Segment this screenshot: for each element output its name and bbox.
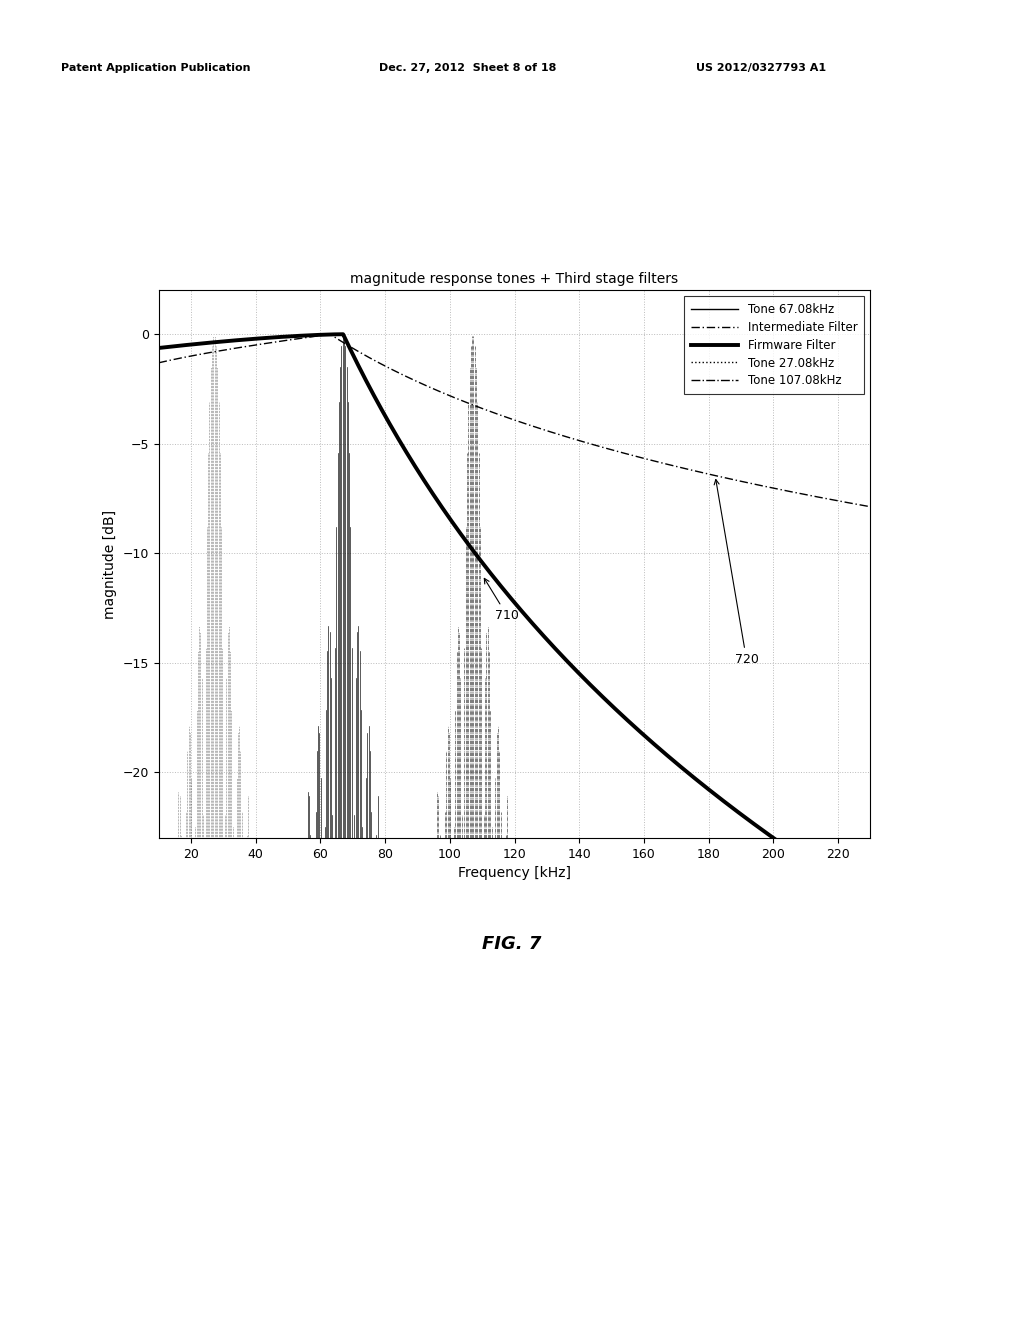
- Y-axis label: magnitude [dB]: magnitude [dB]: [103, 510, 117, 619]
- Line: Intermediate Filter: Intermediate Filter: [159, 334, 870, 507]
- Text: US 2012/0327793 A1: US 2012/0327793 A1: [696, 63, 826, 74]
- Firmware Filter: [153, 341, 165, 356]
- Intermediate Filter: [864, 499, 877, 515]
- Intermediate Filter: [573, 433, 586, 449]
- Firmware Filter: [833, 874, 845, 890]
- Intermediate Filter: [188, 347, 201, 363]
- Text: 710: 710: [484, 578, 519, 622]
- Text: 720: 720: [714, 479, 759, 665]
- Legend: Tone 67.08kHz, Intermediate Filter, Firmware Filter, Tone 27.08kHz, Tone 107.08k: Tone 67.08kHz, Intermediate Filter, Firm…: [684, 296, 864, 395]
- Intermediate Filter: [411, 374, 423, 389]
- Firmware Filter: [411, 461, 423, 477]
- Firmware Filter: [337, 326, 349, 342]
- Firmware Filter: [188, 337, 201, 352]
- Firmware Filter: [864, 874, 877, 890]
- Text: Patent Application Publication: Patent Application Publication: [61, 63, 251, 74]
- Firmware Filter: [718, 793, 730, 809]
- Intermediate Filter: [680, 461, 692, 477]
- Title: magnitude response tones + Third stage filters: magnitude response tones + Third stage f…: [350, 272, 679, 286]
- Intermediate Filter: [605, 442, 617, 458]
- Text: Dec. 27, 2012  Sheet 8 of 18: Dec. 27, 2012 Sheet 8 of 18: [379, 63, 556, 74]
- Firmware Filter: [605, 697, 617, 713]
- Intermediate Filter: [718, 470, 730, 486]
- X-axis label: Frequency [kHz]: Frequency [kHz]: [458, 866, 571, 880]
- Firmware Filter: [680, 763, 692, 779]
- Text: FIG. 7: FIG. 7: [482, 935, 542, 953]
- Intermediate Filter: [153, 355, 165, 371]
- Firmware Filter: [573, 667, 586, 682]
- Intermediate Filter: [324, 326, 336, 342]
- Line: Firmware Filter: Firmware Filter: [159, 334, 870, 882]
